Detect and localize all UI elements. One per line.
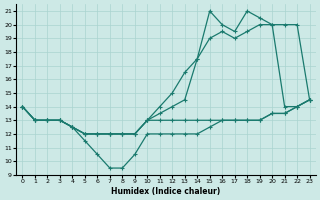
X-axis label: Humidex (Indice chaleur): Humidex (Indice chaleur) [111,187,221,196]
